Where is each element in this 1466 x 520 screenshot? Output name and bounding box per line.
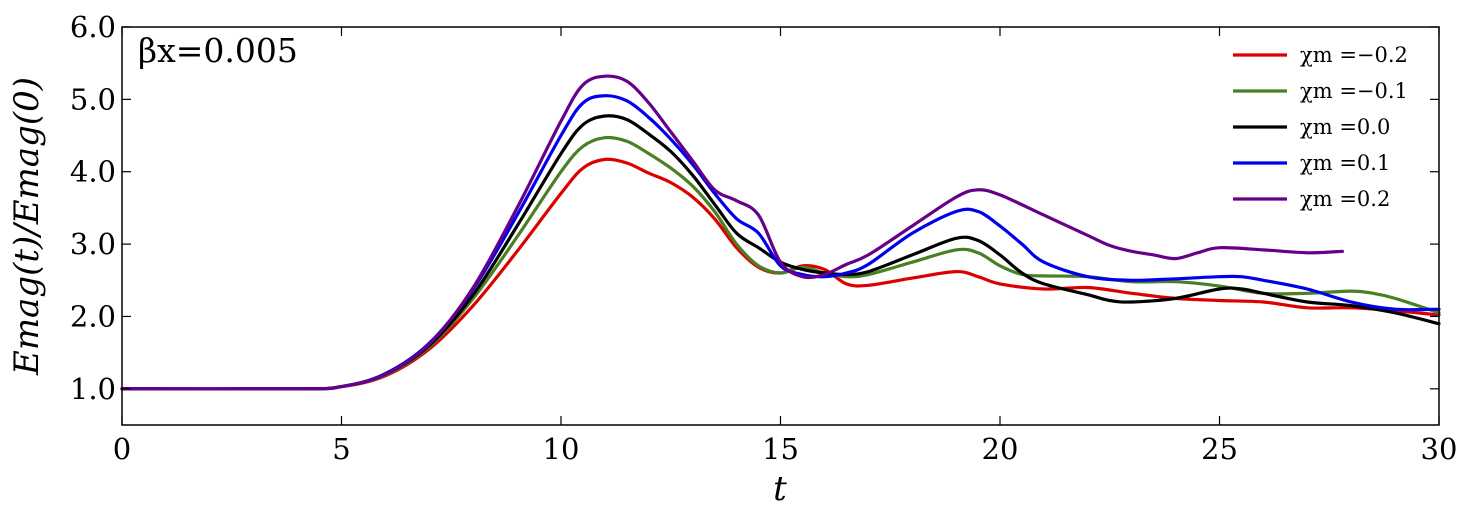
legend-label: χm =−0.1 <box>1300 79 1408 103</box>
beta-annotation: βx=0.005 <box>138 31 298 70</box>
legend: χm =−0.2 χm =−0.1 χm =0.0 χm =0.1 χm =0.2 <box>1233 43 1408 211</box>
x-axis-label: t <box>773 469 787 509</box>
legend-label: χm =−0.2 <box>1300 43 1408 67</box>
x-tick-label: 25 <box>1201 432 1238 466</box>
y-tick-label: 3.0 <box>70 227 116 261</box>
y-tick-label: 4.0 <box>70 155 116 189</box>
plot-frame <box>121 26 1440 426</box>
legend-label: χm =0.0 <box>1300 115 1390 139</box>
y-axis-label: Emag(t)/Emag(0) <box>7 77 47 376</box>
series-line-4 <box>120 74 1344 391</box>
y-tick-label: 5.0 <box>70 82 116 116</box>
series-line-2 <box>120 114 1441 391</box>
axis-ticks: 0 5 10 15 20 25 30 1.0 2.0 3.0 4.0 5.0 6.0 <box>70 10 1458 466</box>
y-tick-label: 2.0 <box>70 299 116 333</box>
x-tick-label: 30 <box>1421 432 1458 466</box>
x-tick-label: 10 <box>543 432 580 466</box>
series-lines <box>120 74 1441 391</box>
x-tick-label: 15 <box>762 432 799 466</box>
x-tick-label: 20 <box>982 432 1019 466</box>
x-tick-label: 5 <box>332 432 350 466</box>
y-tick-label: 6.0 <box>70 10 116 44</box>
legend-label: χm =0.1 <box>1300 151 1390 175</box>
series-line-3 <box>120 94 1441 391</box>
y-tick-label: 1.0 <box>70 372 116 406</box>
x-tick-label: 0 <box>113 432 131 466</box>
series-line-1 <box>120 135 1441 391</box>
legend-label: χm =0.2 <box>1300 187 1390 211</box>
